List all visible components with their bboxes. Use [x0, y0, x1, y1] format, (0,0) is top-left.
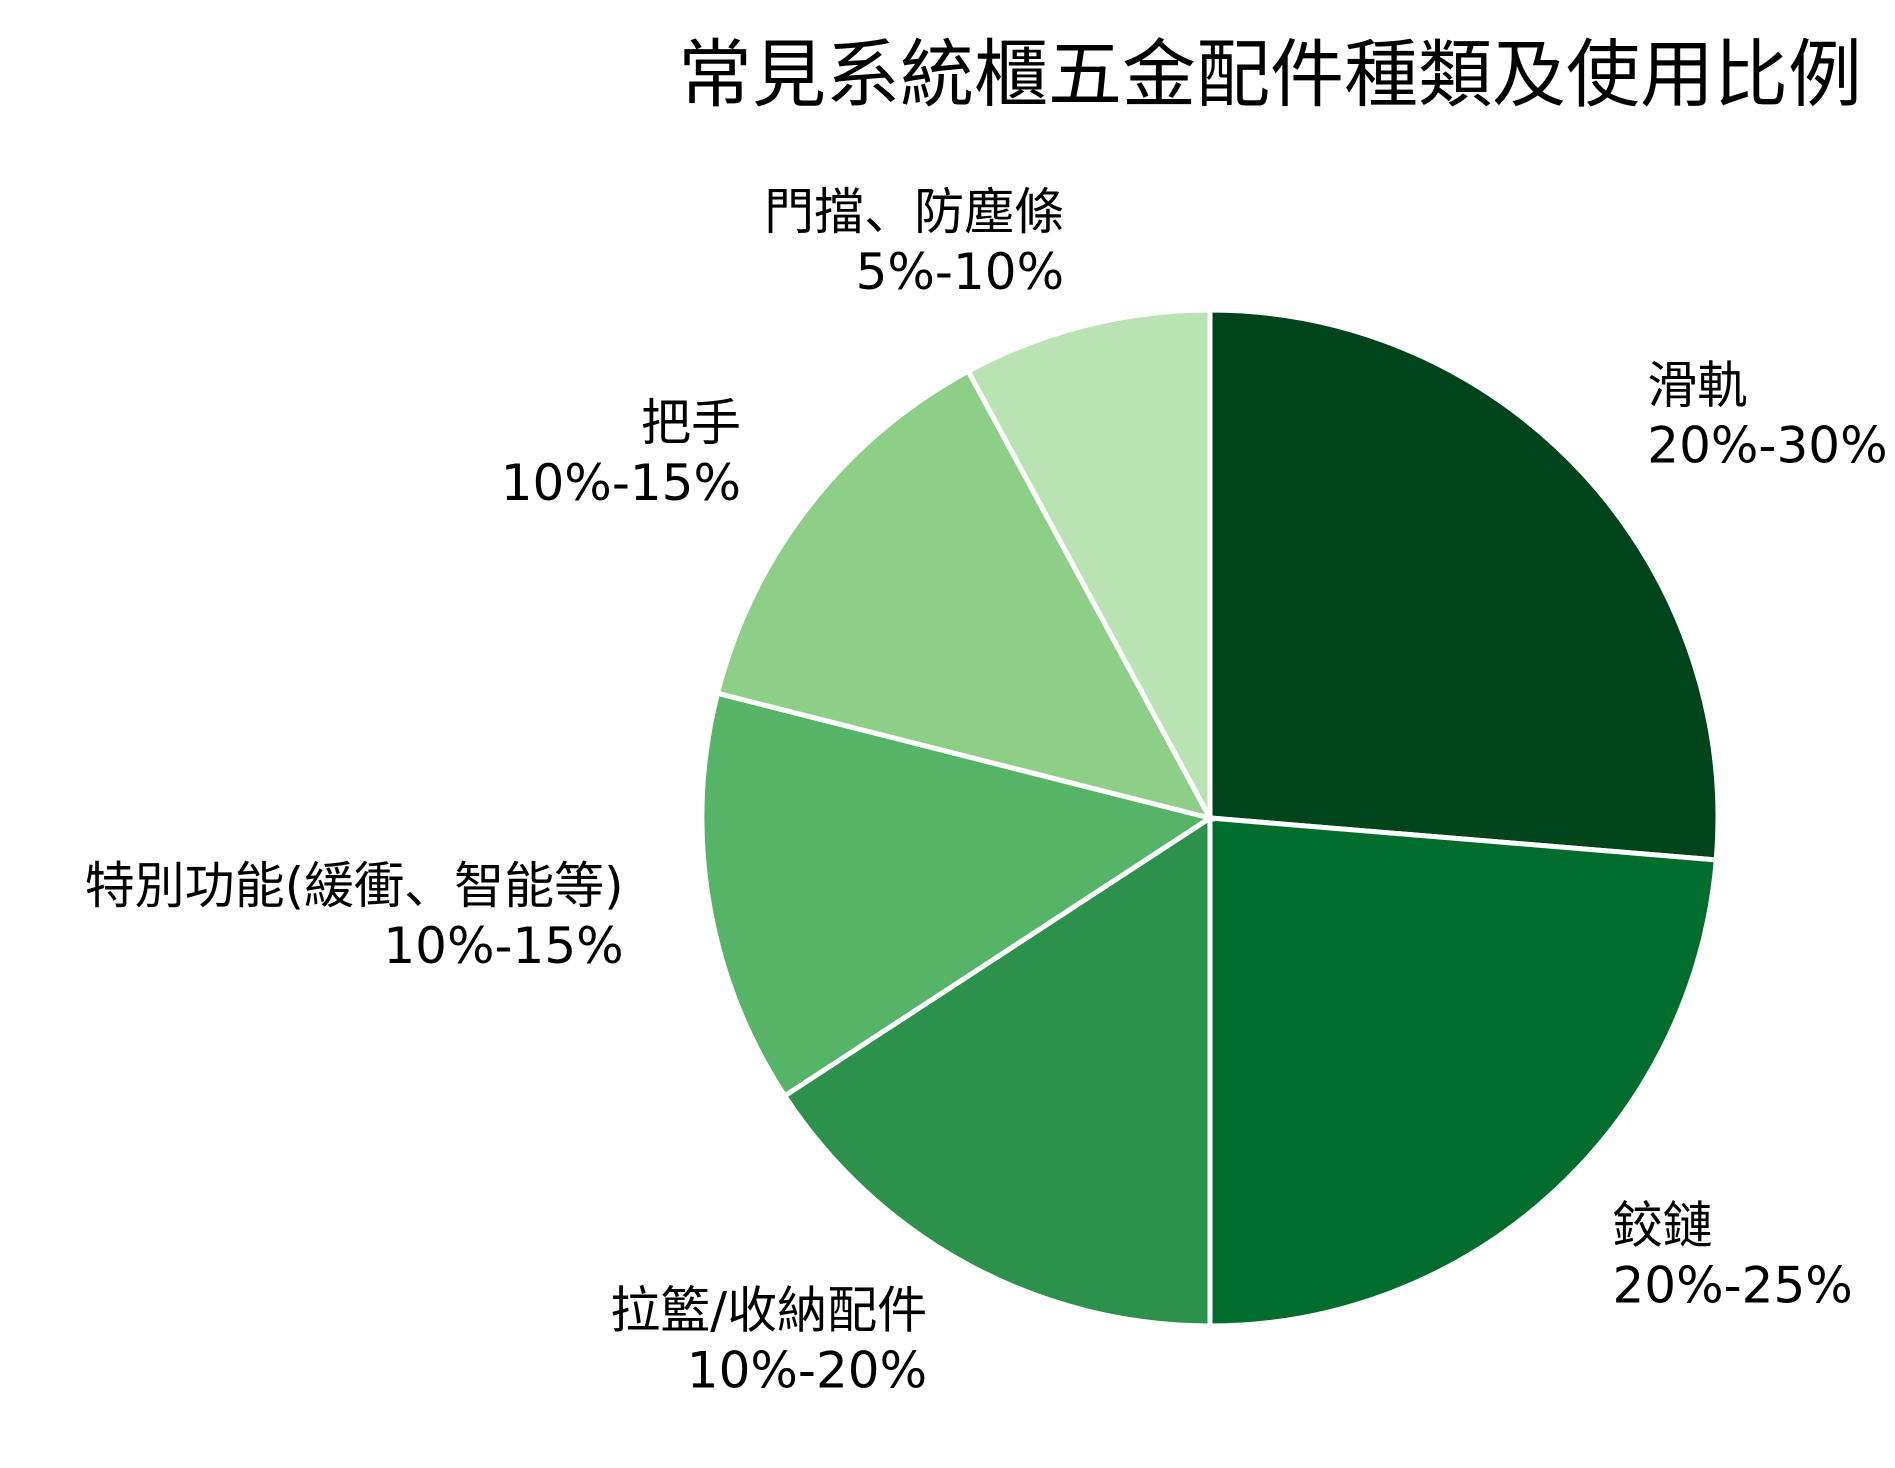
pie-slice-1 — [1207, 815, 1719, 1329]
pie-slice-3 — [699, 690, 1217, 1100]
pie-slice-0 — [1207, 307, 1721, 863]
slice-range-5: 5%-10% — [856, 243, 1065, 301]
pie-slice-4 — [714, 367, 1215, 822]
pie-labels: 滑軌 20%-30% 鉸鏈 20%-25% 拉籃/收納配件 10%-20% 特別功能(緩衝、… — [85, 183, 1888, 1400]
slice-label-1: 鉸鏈 20%-25% — [1613, 1196, 1853, 1314]
pie-slices — [699, 307, 1721, 1329]
pie-slice-5 — [964, 307, 1213, 820]
slice-range-4: 10%-15% — [501, 454, 741, 512]
slice-label-5: 門擋、防塵條 5%-10% — [764, 183, 1064, 301]
slice-name-4: 把手 — [641, 394, 741, 452]
slice-label-4: 把手 10%-15% — [501, 394, 741, 512]
slice-range-0: 20%-30% — [1647, 417, 1887, 475]
slice-name-0: 滑軌 — [1647, 357, 1747, 415]
slice-label-0: 滑軌 20%-30% — [1647, 357, 1887, 475]
slice-name-1: 鉸鏈 — [1613, 1196, 1713, 1254]
slice-name-3: 特別功能(緩衝、智能等) — [85, 857, 624, 915]
slice-range-2: 10%-20% — [687, 1342, 927, 1400]
slice-label-2: 拉籃/收納配件 10%-20% — [610, 1282, 927, 1400]
slice-label-3: 特別功能(緩衝、智能等) 10%-15% — [85, 857, 624, 975]
slice-range-3: 10%-15% — [383, 917, 623, 975]
pie-slice-2 — [781, 813, 1213, 1329]
slice-name-2: 拉籃/收納配件 — [610, 1282, 927, 1340]
slice-name-5: 門擋、防塵條 — [764, 183, 1064, 241]
slice-range-1: 20%-25% — [1613, 1256, 1853, 1314]
chart-title: 常見系統櫃五金配件種類及使用比例 — [678, 32, 1862, 118]
